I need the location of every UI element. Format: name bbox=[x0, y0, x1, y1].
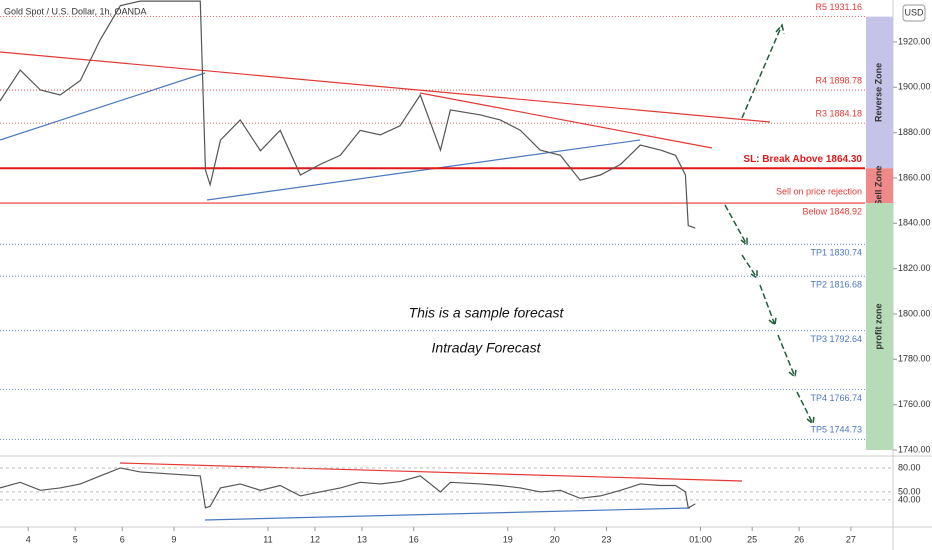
arrow bbox=[741, 254, 758, 280]
level-label: R5 1931.16 bbox=[815, 2, 862, 12]
x-tick-label: 01:00 bbox=[689, 534, 712, 544]
x-tick-label: 16 bbox=[409, 534, 419, 544]
zone bbox=[866, 203, 893, 451]
level-note: Sell on price rejection bbox=[776, 186, 862, 196]
rsi-tick-label: 50.00 bbox=[898, 486, 921, 496]
level-label: TP2 1816.68 bbox=[810, 280, 862, 290]
level-label: TP5 1744.73 bbox=[810, 425, 862, 435]
level-label: TP1 1830.74 bbox=[810, 248, 862, 258]
arrow bbox=[724, 204, 748, 247]
zone bbox=[866, 168, 893, 204]
x-tick-label: 25 bbox=[747, 534, 757, 544]
rsi-tick-label: 80.00 bbox=[898, 462, 921, 472]
arrow bbox=[741, 23, 785, 119]
x-tick-label: 13 bbox=[357, 534, 367, 544]
trendline bbox=[0, 51, 771, 123]
annotation: This is a sample forecast bbox=[409, 305, 565, 321]
y-tick-label: 1900.00 bbox=[898, 82, 931, 92]
y-tick-label: 1860.00 bbox=[898, 172, 931, 182]
chart-title: Gold Spot / U.S. Dollar, 1h, OANDA bbox=[4, 6, 147, 16]
zone bbox=[866, 16, 893, 169]
rsi-trendline bbox=[204, 507, 691, 521]
x-tick-label: 20 bbox=[550, 534, 560, 544]
y-tick-label: 1820.00 bbox=[898, 263, 931, 273]
forecast-arrows bbox=[724, 23, 815, 426]
rsi-tick-label: 40.00 bbox=[898, 494, 921, 504]
x-tick-label: 12 bbox=[310, 534, 320, 544]
y-tick-label: 1780.00 bbox=[898, 354, 931, 364]
rsi-trendline bbox=[119, 462, 743, 482]
currency: USD bbox=[904, 7, 924, 17]
y-tick-label: 1800.00 bbox=[898, 308, 931, 318]
zone-label: Sell Zone bbox=[873, 166, 883, 206]
zone-label: profit zone bbox=[873, 304, 883, 350]
x-tick-label: 26 bbox=[794, 534, 804, 544]
trendline bbox=[206, 139, 641, 201]
arrow bbox=[777, 334, 797, 379]
level-label: R4 1898.78 bbox=[815, 75, 862, 85]
y-tick-label: 1880.00 bbox=[898, 127, 931, 137]
x-tick-label: 6 bbox=[120, 534, 125, 544]
zone-label: Reverse Zone bbox=[873, 63, 883, 122]
level-label: SL: Break Above 1864.30 bbox=[743, 154, 862, 165]
y-tick-label: 1920.00 bbox=[898, 36, 931, 46]
level-label: R3 1884.18 bbox=[815, 109, 862, 119]
annotation: Intraday Forecast bbox=[432, 340, 542, 356]
currency-badge bbox=[902, 4, 926, 22]
x-tick-label: 27 bbox=[846, 534, 856, 544]
x-tick-label: 23 bbox=[601, 534, 611, 544]
arrow bbox=[759, 284, 777, 327]
x-tick-label: 9 bbox=[171, 534, 176, 544]
trendline bbox=[419, 92, 713, 149]
trendlines bbox=[0, 51, 771, 521]
level-label: TP4 1766.74 bbox=[810, 393, 862, 403]
y-tick-label: 1840.00 bbox=[898, 218, 931, 228]
trendline bbox=[0, 72, 206, 141]
x-tick-label: 19 bbox=[503, 534, 513, 544]
level-label: Below 1848.92 bbox=[802, 206, 862, 216]
rsi-line bbox=[0, 467, 696, 509]
arrow bbox=[796, 391, 815, 426]
x-tick-label: 11 bbox=[263, 534, 272, 544]
level-label: TP3 1792.64 bbox=[810, 334, 862, 344]
y-tick-label: 1760.00 bbox=[898, 399, 931, 409]
x-tick-label: 4 bbox=[26, 534, 31, 544]
y-tick-label: 1740.00 bbox=[898, 444, 931, 454]
price-line bbox=[0, 0, 696, 229]
x-tick-label: 5 bbox=[73, 534, 78, 544]
